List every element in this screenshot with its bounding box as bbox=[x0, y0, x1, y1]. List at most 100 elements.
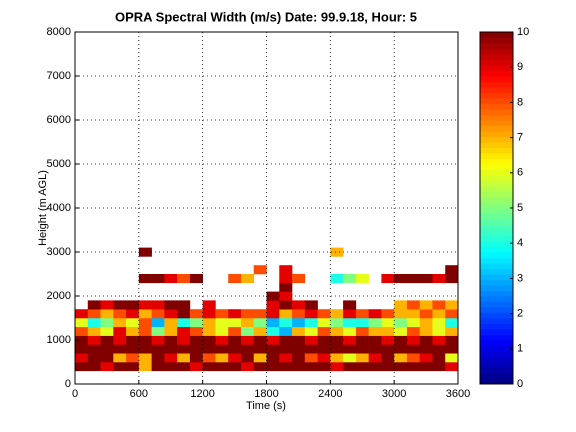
heat-cell bbox=[355, 326, 369, 336]
heat-cell bbox=[330, 318, 344, 328]
heat-cell bbox=[432, 274, 446, 284]
heat-cell bbox=[202, 344, 216, 354]
heat-cell bbox=[164, 274, 178, 284]
heat-cell bbox=[368, 344, 382, 354]
heat-cell bbox=[75, 344, 89, 354]
heat-cell bbox=[215, 344, 229, 354]
heat-cell bbox=[355, 309, 369, 319]
colorbar-swatch bbox=[480, 147, 513, 154]
heat-cell bbox=[151, 335, 165, 345]
colorbar-swatch bbox=[480, 285, 513, 291]
heat-cell bbox=[445, 265, 459, 275]
colorbar-tick-label: 10 bbox=[517, 26, 529, 38]
heat-cell bbox=[100, 362, 114, 372]
colorbar-swatch bbox=[480, 54, 513, 60]
heat-cell bbox=[381, 326, 395, 336]
y-tick-label: 2000 bbox=[47, 290, 71, 302]
heat-cell bbox=[406, 353, 420, 363]
heat-cell bbox=[343, 300, 357, 310]
heat-cell bbox=[330, 309, 344, 319]
heat-cell bbox=[75, 362, 89, 372]
colorbar-swatch bbox=[480, 334, 513, 341]
heat-cell bbox=[164, 344, 178, 354]
colorbar-swatch bbox=[480, 263, 513, 269]
heat-cell bbox=[215, 335, 229, 345]
heat-cell bbox=[215, 353, 229, 363]
heat-cell bbox=[330, 362, 344, 372]
colorbar-swatch bbox=[480, 81, 513, 88]
y-tick-label: 6000 bbox=[47, 114, 71, 126]
heat-cell bbox=[419, 318, 433, 328]
colorbar-swatch bbox=[480, 48, 513, 55]
heat-cell bbox=[228, 353, 242, 363]
heat-cell bbox=[202, 309, 216, 319]
colorbar-tick-label: 3 bbox=[517, 272, 523, 284]
heat-cell bbox=[177, 300, 191, 310]
heat-cell bbox=[253, 344, 267, 354]
colorbar-swatch bbox=[480, 125, 513, 132]
colorbar-tick-label: 1 bbox=[517, 343, 523, 355]
heat-cell bbox=[419, 309, 433, 319]
colorbar-tick-label: 4 bbox=[517, 237, 523, 249]
heat-cell bbox=[215, 362, 229, 372]
heat-cell bbox=[228, 344, 242, 354]
heat-cell bbox=[394, 344, 408, 354]
heat-cell bbox=[113, 353, 127, 363]
colorbar-swatch bbox=[480, 98, 513, 104]
colorbar-swatch bbox=[480, 70, 513, 77]
y-tick-label: 3000 bbox=[47, 246, 71, 258]
colorbar-swatch bbox=[480, 340, 513, 346]
heat-cell bbox=[406, 344, 420, 354]
heat-cell bbox=[419, 353, 433, 363]
heat-cell bbox=[330, 353, 344, 363]
colorbar-swatch bbox=[480, 109, 513, 115]
y-tick-label: 1000 bbox=[47, 334, 71, 346]
heat-cell bbox=[151, 274, 165, 284]
heat-cell bbox=[330, 344, 344, 354]
heat-cell bbox=[304, 353, 318, 363]
heat-cell bbox=[343, 353, 357, 363]
y-tick-label: 7000 bbox=[47, 70, 71, 82]
heat-cell bbox=[240, 309, 255, 319]
heat-cell bbox=[189, 362, 203, 372]
colorbar-swatch bbox=[480, 296, 513, 302]
colorbar-swatch bbox=[480, 186, 513, 192]
colorbar-swatch bbox=[480, 345, 513, 352]
heat-cell bbox=[138, 344, 152, 354]
heat-cell bbox=[100, 300, 114, 310]
heat-cell bbox=[253, 318, 267, 328]
heat-cell bbox=[381, 344, 395, 354]
heat-cell bbox=[292, 335, 306, 345]
colorbar-swatch bbox=[480, 257, 513, 264]
colorbar-swatch bbox=[480, 323, 513, 330]
heat-cell bbox=[138, 309, 152, 319]
heat-cell bbox=[164, 353, 178, 363]
colorbar-swatch bbox=[480, 290, 513, 297]
heat-cell bbox=[253, 326, 267, 336]
heat-cell bbox=[394, 309, 408, 319]
heat-cell bbox=[138, 353, 152, 363]
heat-cell bbox=[202, 326, 216, 336]
heat-cell bbox=[330, 274, 344, 284]
colorbar-tick-label: 2 bbox=[517, 308, 523, 320]
heat-cell bbox=[189, 344, 203, 354]
heat-cell bbox=[215, 318, 229, 328]
colorbar-swatch bbox=[480, 312, 513, 319]
heat-cell bbox=[202, 318, 216, 328]
colorbar-swatch bbox=[480, 175, 513, 181]
heat-cell bbox=[394, 335, 408, 345]
heat-cell bbox=[304, 309, 318, 319]
heat-cell bbox=[177, 344, 191, 354]
heat-cell bbox=[292, 353, 306, 363]
heat-cell bbox=[406, 326, 420, 336]
heat-cell bbox=[215, 326, 229, 336]
colorbar-swatch bbox=[480, 65, 513, 71]
heat-cell bbox=[355, 353, 369, 363]
heat-cell bbox=[87, 300, 101, 310]
heat-cell bbox=[445, 353, 459, 363]
heat-cell bbox=[445, 362, 459, 372]
heat-cell bbox=[138, 318, 152, 328]
x-tick-label: 3000 bbox=[382, 388, 406, 400]
y-tick-label: 4000 bbox=[47, 202, 71, 214]
heat-cell bbox=[87, 318, 101, 328]
